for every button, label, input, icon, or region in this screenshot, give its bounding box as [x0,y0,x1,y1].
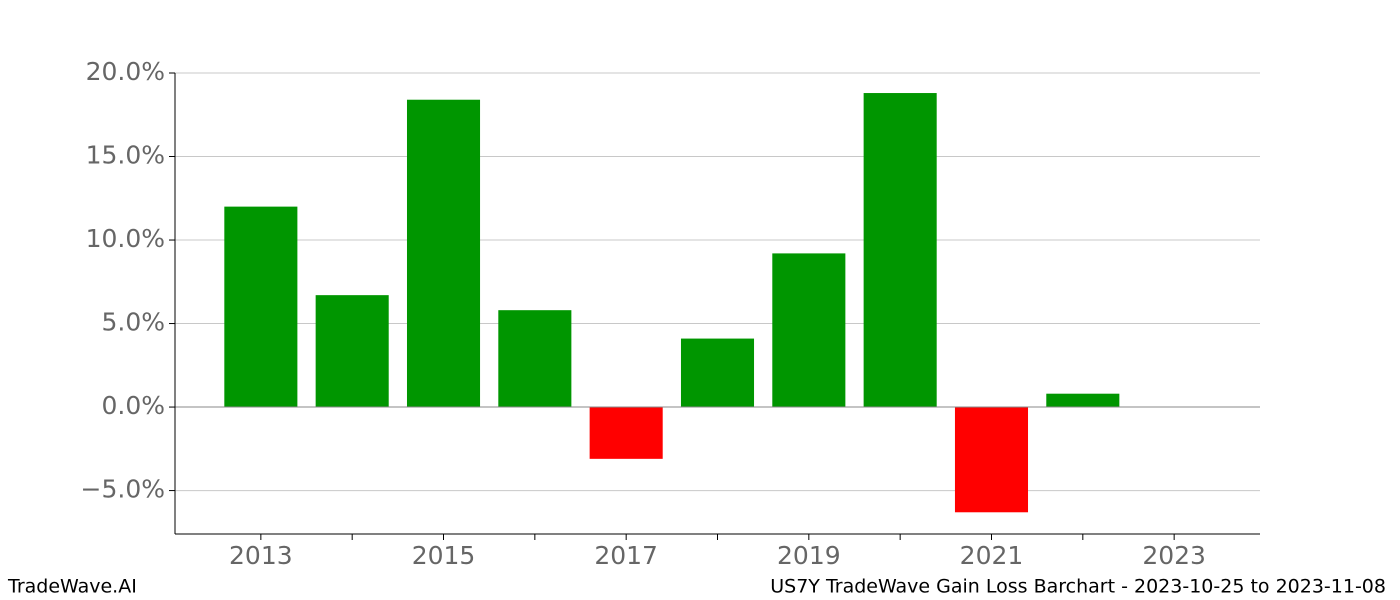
y-tick-label: 10.0% [86,224,165,253]
x-tick-label: 2023 [1142,541,1206,570]
y-tick-label: 5.0% [101,308,165,337]
chart-title: US7Y TradeWave Gain Loss Barchart - 2023… [770,576,1386,598]
source-label: TradeWave.AI [7,576,137,598]
bar [772,253,846,408]
y-tick-label: 20.0% [86,57,165,86]
x-tick-label: 2015 [412,541,476,570]
y-tick-label: −5.0% [81,475,165,504]
bar [863,93,937,408]
y-tick-label: 15.0% [86,141,165,170]
bar [680,338,755,408]
bar [406,99,481,408]
x-tick-label: 2017 [594,541,658,570]
bar [224,206,298,408]
x-tick-label: 2021 [960,541,1024,570]
bar [1046,393,1120,408]
bar [498,310,572,408]
bar [589,407,663,459]
bar [954,407,1029,513]
bar [315,295,389,408]
x-tick-label: 2019 [777,541,841,570]
y-tick-label: 0.0% [101,391,165,420]
x-tick-label: 2013 [229,541,293,570]
